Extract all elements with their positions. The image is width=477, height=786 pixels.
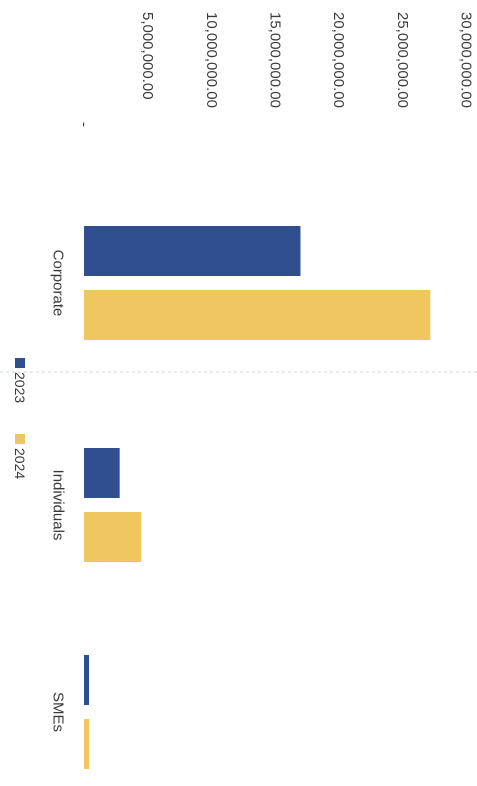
x-tick-label: 15,000,000.00 [267,12,284,108]
bar-corporate-2023 [84,226,301,276]
x-tick-label: 5,000,000.00 [139,12,156,100]
legend-label-2024: 2024 [12,448,28,479]
legend-swatch-2024 [15,434,25,444]
bar-individuals-2024 [84,512,142,562]
legend-swatch-2023 [15,358,25,368]
category-label: Corporate [50,250,67,317]
x-tick-label: 25,000,000.00 [394,12,411,108]
legend-label-2023: 2023 [12,372,28,403]
chart-root: - 5,000,000.00 10,000,000.00 15,000,000.00 2… [0,12,477,769]
x-tick-label: 30,000,000.00 [458,12,475,108]
x-tick-label: 20,000,000.00 [330,12,347,108]
category-label: Individuals [50,470,67,541]
bar-individuals-2023 [84,448,120,498]
x-tick-label: 10,000,000.00 [203,12,220,108]
x-tick-label: - [76,122,93,127]
bar-corporate-2024 [84,290,431,340]
category-label: SMEs [50,692,67,732]
bar-smes-2024 [84,719,89,769]
bar-smes-2023 [84,655,89,705]
